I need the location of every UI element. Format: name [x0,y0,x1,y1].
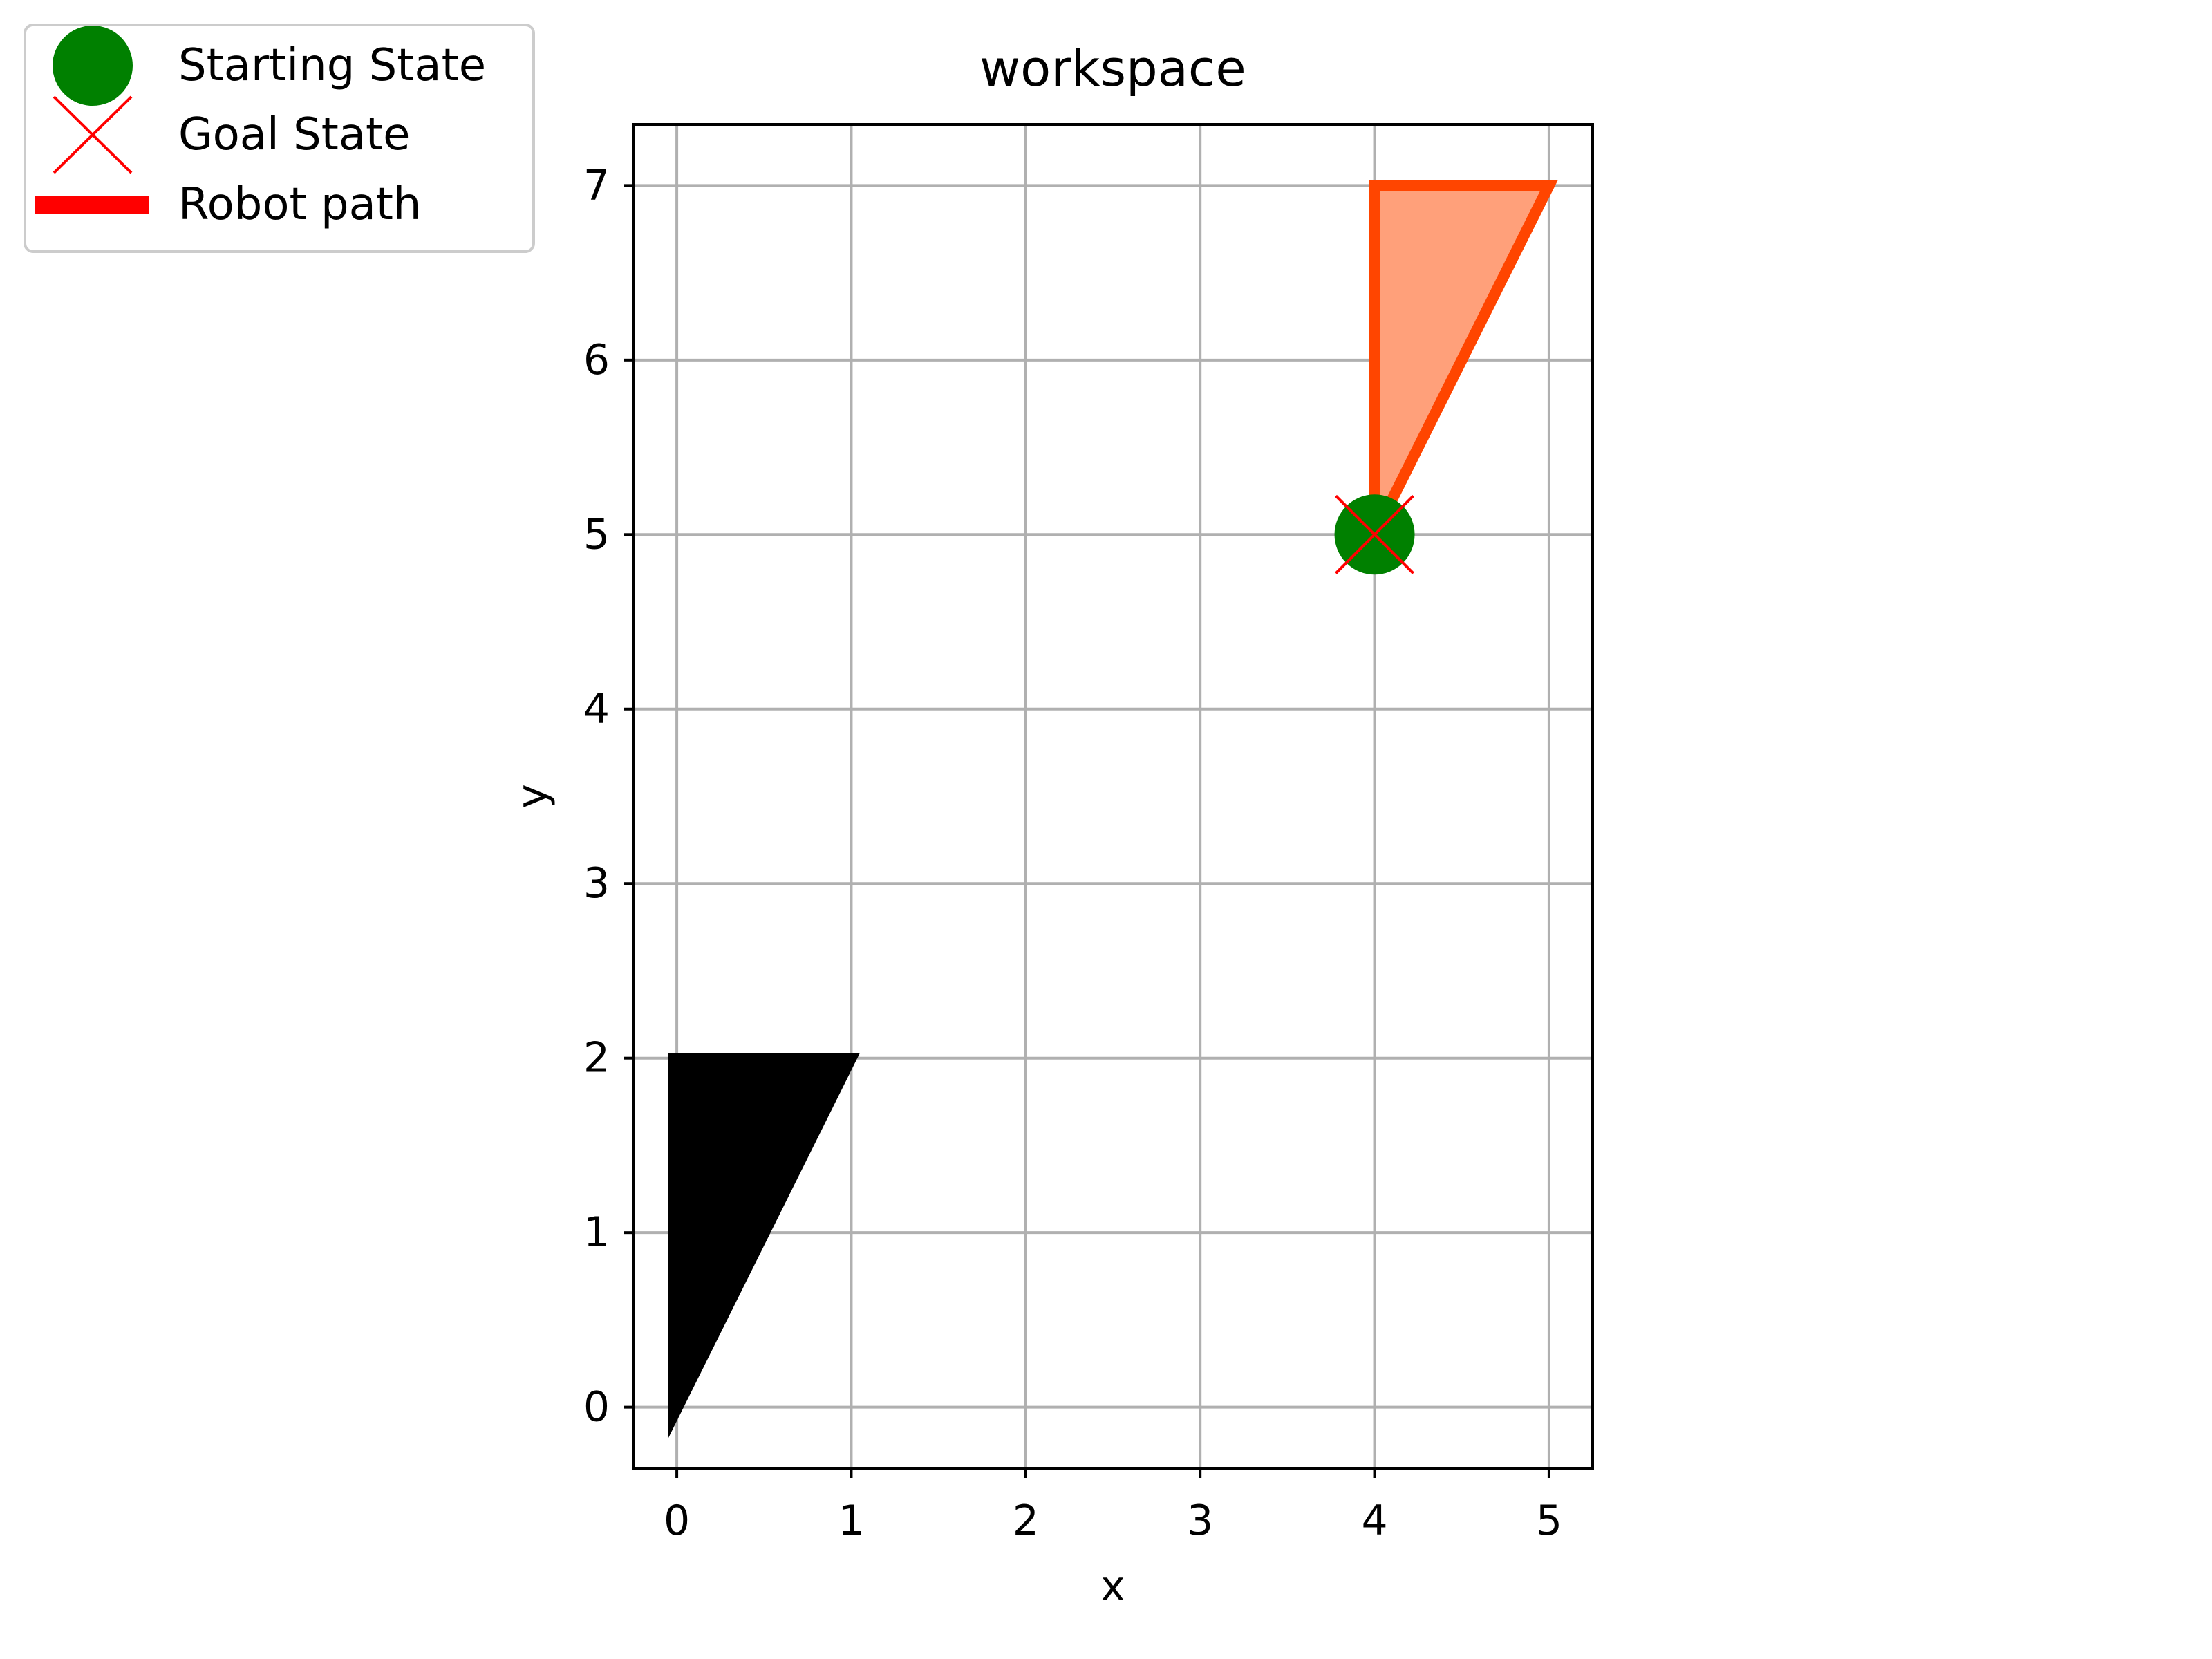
legend: Starting State Goal State Robot path [24,24,535,253]
y-tick-label: 6 [583,336,610,384]
axis-ticks: 0 1 2 3 4 5 0 1 2 3 4 5 6 7 [583,161,1562,1545]
x-tick-label: 4 [1361,1497,1387,1545]
state-markers [1334,494,1415,575]
robot-triangle [1369,180,1558,537]
x-tick-label: 0 [664,1497,690,1545]
legend-frame [24,24,535,253]
plot-frame [632,123,1594,1470]
legend-robot-path-label: Robot path [178,179,421,230]
x-tick-label: 2 [1013,1497,1039,1545]
x-tick-label: 5 [1536,1497,1562,1545]
legend-starting-state-label: Starting State [178,40,486,91]
y-tick-label: 2 [583,1034,610,1082]
chart-title: workspace [980,39,1246,97]
y-tick-label: 5 [583,510,610,559]
y-tick-label: 4 [583,685,610,733]
legend-robot-path-marker [35,196,149,214]
legend-starting-state-marker [53,26,133,106]
legend-goal-state-label: Goal State [178,109,411,160]
y-tick-label: 3 [583,859,610,908]
workspace-shapes [668,180,1558,1439]
y-axis-label: y [508,784,556,809]
x-tick-label: 1 [838,1497,864,1545]
legend-goal-state-marker [53,95,133,174]
y-tick-label: 0 [583,1383,610,1432]
y-tick-label: 7 [583,161,610,209]
x-axis-label: x [1100,1562,1125,1611]
y-tick-label: 1 [583,1208,610,1257]
goal-state-marker [1335,494,1414,574]
x-tick-label: 3 [1187,1497,1213,1545]
obstacle-triangle [668,1053,861,1439]
